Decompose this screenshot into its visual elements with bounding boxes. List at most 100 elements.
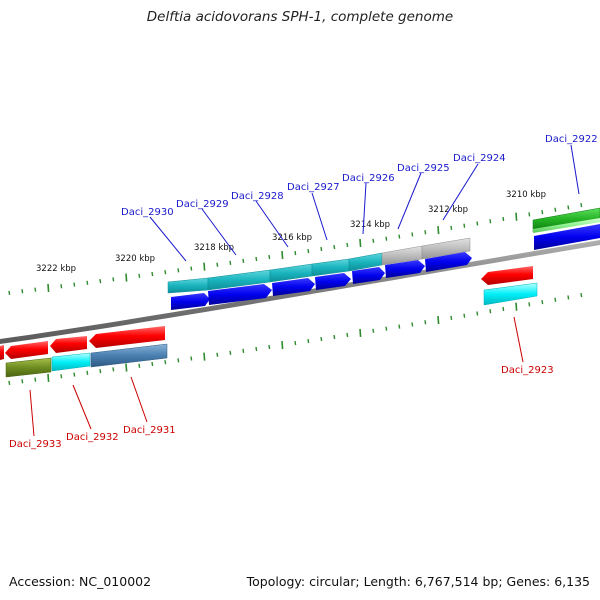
upper-tick bbox=[476, 221, 479, 226]
lower-tick bbox=[203, 352, 206, 361]
forward-arrow-6[interactable] bbox=[385, 260, 425, 278]
lower-tick bbox=[294, 340, 297, 346]
gene-block-daci-2922[interactable] bbox=[532, 207, 600, 233]
reverse-arrow-4[interactable] bbox=[89, 326, 165, 348]
gene-label-daci-2923[interactable]: Daci_2923 bbox=[501, 365, 554, 376]
forward-arrow-1[interactable] bbox=[171, 293, 210, 310]
upper-tick bbox=[463, 223, 466, 228]
lower-tick bbox=[125, 363, 128, 372]
gene-block-daci-2922-light bbox=[533, 218, 600, 233]
axis-label-3220: 3220 kbp bbox=[115, 254, 155, 264]
lower-tick bbox=[580, 292, 583, 298]
forward-arrow-8[interactable] bbox=[534, 224, 600, 250]
lower-tick bbox=[541, 299, 544, 305]
reverse-gene-daci-2923[interactable] bbox=[481, 266, 538, 306]
upper-tick bbox=[554, 207, 557, 212]
upper-tick bbox=[86, 280, 89, 285]
lower-tick bbox=[177, 358, 180, 363]
gene-block-daci-2933[interactable] bbox=[5, 357, 52, 378]
lower-tick bbox=[476, 311, 479, 316]
lower-tick bbox=[190, 356, 193, 361]
upper-tick bbox=[346, 242, 349, 248]
upper-tick bbox=[320, 246, 323, 252]
lower-tick bbox=[242, 348, 245, 354]
upper-tick bbox=[112, 277, 115, 282]
upper-tick bbox=[307, 248, 310, 254]
gene-block-daci-2924[interactable] bbox=[421, 237, 471, 260]
reverse-arrow-daci-2923[interactable] bbox=[481, 266, 533, 285]
lower-tick bbox=[47, 373, 50, 382]
lower-tick bbox=[372, 328, 375, 333]
lower-tick bbox=[255, 346, 258, 352]
forward-arrow-2[interactable] bbox=[208, 284, 272, 305]
axis-label-3216: 3216 kbp bbox=[272, 233, 312, 243]
upper-tick bbox=[580, 202, 583, 208]
lower-tick bbox=[424, 320, 427, 325]
top-gene-ribbon bbox=[167, 207, 600, 294]
lower-tick bbox=[528, 302, 531, 307]
upper-tick bbox=[229, 260, 232, 265]
forward-leader-lines bbox=[149, 144, 580, 262]
gene-label-daci-2929[interactable]: Daci_2929 bbox=[176, 199, 229, 210]
gene-label-daci-2933[interactable]: Daci_2933 bbox=[9, 439, 62, 450]
gene-label-daci-2926[interactable]: Daci_2926 bbox=[342, 173, 395, 184]
upper-tick bbox=[73, 282, 76, 287]
forward-arrow-3[interactable] bbox=[272, 278, 315, 296]
upper-tick bbox=[60, 284, 63, 289]
axis-label-3218: 3218 kbp bbox=[194, 243, 234, 253]
map-title: Delftia acidovorans SPH-1, complete geno… bbox=[146, 9, 454, 25]
lower-tick bbox=[151, 361, 154, 367]
reverse-arrow-2[interactable] bbox=[5, 341, 48, 359]
lower-tick bbox=[489, 309, 492, 314]
gene-label-daci-2931[interactable]: Daci_2931 bbox=[123, 425, 176, 436]
lower-tick bbox=[281, 340, 284, 350]
upper-tick bbox=[424, 230, 427, 235]
lower-tick bbox=[99, 368, 102, 374]
lower-tick bbox=[567, 295, 570, 300]
reverse-arrow-row bbox=[0, 326, 168, 378]
gene-label-daci-2930[interactable]: Daci_2930 bbox=[121, 207, 174, 218]
lower-tick bbox=[112, 367, 115, 372]
gene-block-daci-2932[interactable] bbox=[51, 352, 91, 372]
gene-label-daci-2932[interactable]: Daci_2932 bbox=[66, 432, 119, 443]
reverse-arrow-1[interactable] bbox=[0, 345, 4, 360]
gene-label-daci-2927[interactable]: Daci_2927 bbox=[287, 182, 340, 193]
forward-arrow-4[interactable] bbox=[315, 273, 351, 290]
lower-tick bbox=[60, 374, 63, 379]
upper-tick bbox=[333, 244, 336, 250]
upper-tick bbox=[450, 225, 453, 231]
upper-tick bbox=[359, 238, 362, 247]
upper-tick bbox=[567, 205, 570, 210]
upper-tick bbox=[281, 250, 284, 260]
gene-label-daci-2928[interactable]: Daci_2928 bbox=[231, 191, 284, 202]
upper-tick bbox=[125, 273, 128, 282]
upper-tick bbox=[242, 258, 245, 264]
lower-tick bbox=[138, 363, 141, 368]
upper-tick-row bbox=[8, 202, 583, 295]
forward-arrow-7[interactable] bbox=[425, 252, 472, 272]
gene-block-daci-2930[interactable] bbox=[167, 277, 209, 294]
upper-tick bbox=[216, 262, 219, 267]
lower-tick bbox=[216, 352, 219, 357]
lower-tick bbox=[385, 326, 388, 331]
lower-tick bbox=[502, 306, 505, 312]
lower-tick bbox=[307, 338, 310, 344]
gene-block-daci-2923[interactable] bbox=[483, 282, 538, 306]
gene-block-daci-2931[interactable] bbox=[90, 343, 168, 368]
lower-tick-row bbox=[8, 292, 583, 385]
upper-tick bbox=[203, 262, 206, 271]
upper-tick bbox=[398, 234, 401, 239]
reverse-arrow-3[interactable] bbox=[50, 336, 87, 353]
accession-text: Accession: NC_010002 bbox=[9, 574, 152, 589]
lower-tick bbox=[320, 336, 323, 342]
gene-label-daci-2922[interactable]: Daci_2922 bbox=[545, 134, 598, 145]
gene-label-daci-2925[interactable]: Daci_2925 bbox=[397, 163, 450, 174]
forward-arrow-5[interactable] bbox=[352, 267, 385, 284]
lower-tick bbox=[398, 324, 401, 329]
reverse-leader-lines bbox=[29, 316, 524, 437]
gene-label-daci-2924[interactable]: Daci_2924 bbox=[453, 153, 506, 164]
upper-tick bbox=[528, 212, 531, 217]
upper-tick bbox=[385, 236, 388, 241]
lower-tick bbox=[86, 370, 89, 375]
